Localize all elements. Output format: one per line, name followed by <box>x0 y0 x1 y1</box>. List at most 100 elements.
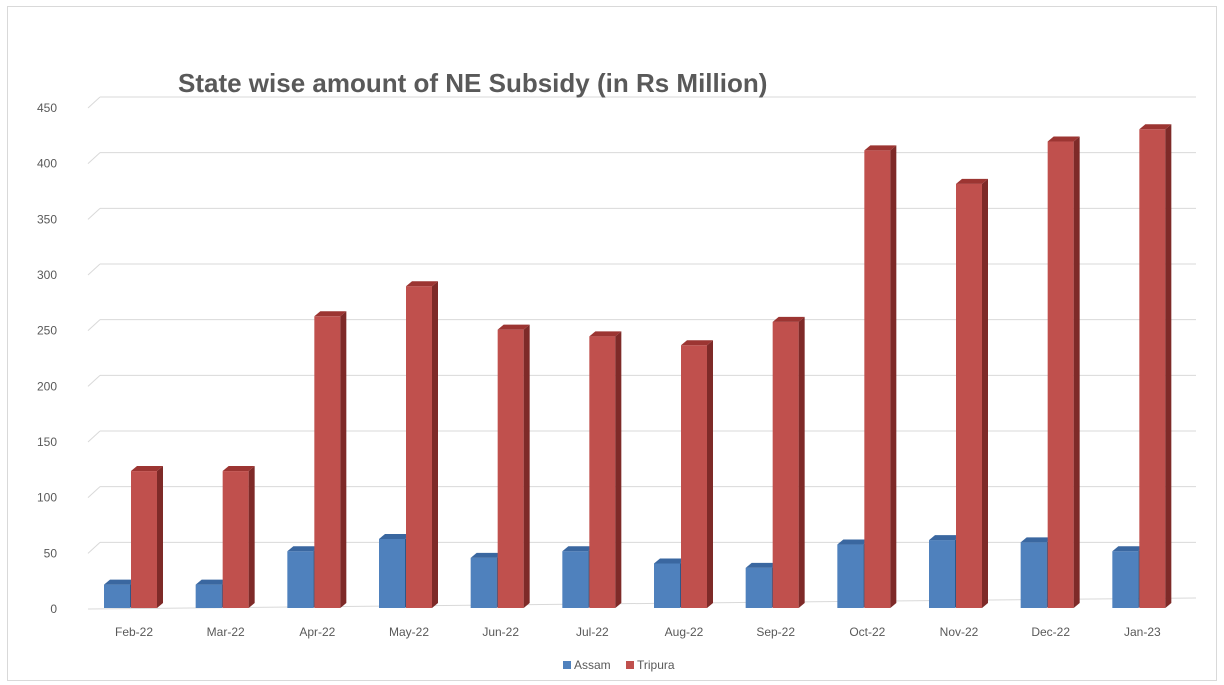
bar-front <box>745 567 772 608</box>
gridline-depth <box>87 319 101 332</box>
legend: Assam Tripura <box>563 658 675 672</box>
bar-front <box>837 544 864 608</box>
bar-top <box>379 533 411 539</box>
bar-side <box>982 178 988 608</box>
bar-top <box>772 316 805 322</box>
bar-tripura-aug-22 <box>681 340 713 608</box>
gridline-depth <box>87 430 101 443</box>
bar-top <box>589 331 622 337</box>
bar-top <box>562 546 595 552</box>
bar-top <box>104 579 136 585</box>
bar-tripura-sep-22 <box>772 316 805 608</box>
bar-tripura-mar-22 <box>222 466 255 608</box>
bar-assam-may-22 <box>379 533 411 608</box>
y-axis-ticks: 0 50 100 150 200 250 300 350 400 450 <box>37 101 57 616</box>
x-axis-ticks: Feb-22 Mar-22 Apr-22 May-22 Jun-22 Jul-22 Aug-… <box>115 625 1161 639</box>
bar-top <box>956 178 988 184</box>
bar-front <box>654 563 680 608</box>
bar-top <box>195 579 228 585</box>
bar-side <box>707 340 713 608</box>
gridline-depth <box>87 541 101 554</box>
x-tick-label: Sep-22 <box>756 625 795 639</box>
x-tick-label: Apr-22 <box>299 625 335 639</box>
gridline-depth <box>87 207 101 220</box>
x-tick-label: Jan-23 <box>1124 625 1161 639</box>
bar-top <box>929 535 961 541</box>
x-tick-label: Oct-22 <box>849 625 885 639</box>
bar-front <box>589 336 616 608</box>
x-tick-label: Jul-22 <box>576 625 609 639</box>
bar-front <box>470 557 497 608</box>
bar-front <box>379 538 405 608</box>
y-tick-label: 450 <box>37 101 57 115</box>
y-tick-label: 150 <box>37 435 57 449</box>
bar-top <box>1047 136 1080 142</box>
bar-tripura-apr-22 <box>314 311 347 608</box>
bar-top <box>406 281 438 287</box>
legend-label-assam: Assam <box>574 658 611 672</box>
y-tick-label: 50 <box>44 546 58 560</box>
bar-front <box>772 321 799 608</box>
bar-top <box>222 466 255 472</box>
bar-top <box>681 340 713 346</box>
bar-front <box>1020 542 1047 608</box>
bar-front <box>104 584 130 608</box>
bar-top <box>745 562 778 568</box>
bar-side <box>340 311 347 608</box>
bar-top <box>1112 546 1145 552</box>
bar-front <box>864 150 891 609</box>
y-tick-label: 350 <box>37 212 57 226</box>
bar-top <box>1020 537 1053 543</box>
bar-front <box>406 286 432 608</box>
bar-side <box>798 316 805 608</box>
x-tick-label: Mar-22 <box>207 625 245 639</box>
bar-front <box>956 183 982 608</box>
legend-swatch-tripura <box>626 661 634 669</box>
gridlines <box>87 96 1197 610</box>
bar-top <box>470 552 503 558</box>
legend-swatch-assam <box>563 661 571 669</box>
bar-front <box>497 329 524 608</box>
legend-label-tripura: Tripura <box>637 658 675 672</box>
gridline-depth <box>87 152 101 165</box>
bar-side <box>1165 124 1172 609</box>
x-tick-label: May-22 <box>389 625 429 639</box>
x-tick-label: Dec-22 <box>1031 625 1070 639</box>
gridline-depth <box>87 96 101 109</box>
bar-top <box>654 558 686 564</box>
y-tick-label: 0 <box>50 602 57 616</box>
bar-front <box>1112 551 1139 608</box>
bar-top <box>314 311 347 317</box>
bar-tripura-dec-22 <box>1047 136 1080 608</box>
bar-side <box>432 281 438 608</box>
y-tick-label: 400 <box>37 157 57 171</box>
bar-front <box>1047 141 1074 608</box>
chart-title: State wise amount of NE Subsidy (in Rs M… <box>178 68 767 98</box>
bars <box>104 124 1172 609</box>
bar-tripura-jan-23 <box>1139 124 1172 609</box>
gridline-depth <box>87 374 101 387</box>
bar-top <box>837 539 870 545</box>
bar-top <box>131 466 163 472</box>
y-tick-label: 300 <box>37 268 57 282</box>
bar-side <box>890 145 897 609</box>
x-tick-label: Nov-22 <box>940 625 979 639</box>
bar-side <box>1073 136 1080 608</box>
x-tick-label: Feb-22 <box>115 625 153 639</box>
bar-top <box>864 145 897 151</box>
bar-front <box>314 316 341 608</box>
bar-front <box>222 471 249 608</box>
bar-tripura-feb-22 <box>131 466 163 608</box>
bar-tripura-jun-22 <box>497 324 530 608</box>
gridline-depth <box>87 263 101 276</box>
bar-front <box>1139 129 1166 608</box>
x-tick-label: Aug-22 <box>665 625 704 639</box>
bar-front <box>929 540 955 608</box>
bar-front <box>681 345 707 608</box>
bar-front <box>562 551 589 608</box>
bar-tripura-may-22 <box>406 281 438 608</box>
y-tick-label: 100 <box>37 491 57 505</box>
gridline-depth <box>87 486 101 499</box>
bar-top <box>497 324 530 330</box>
